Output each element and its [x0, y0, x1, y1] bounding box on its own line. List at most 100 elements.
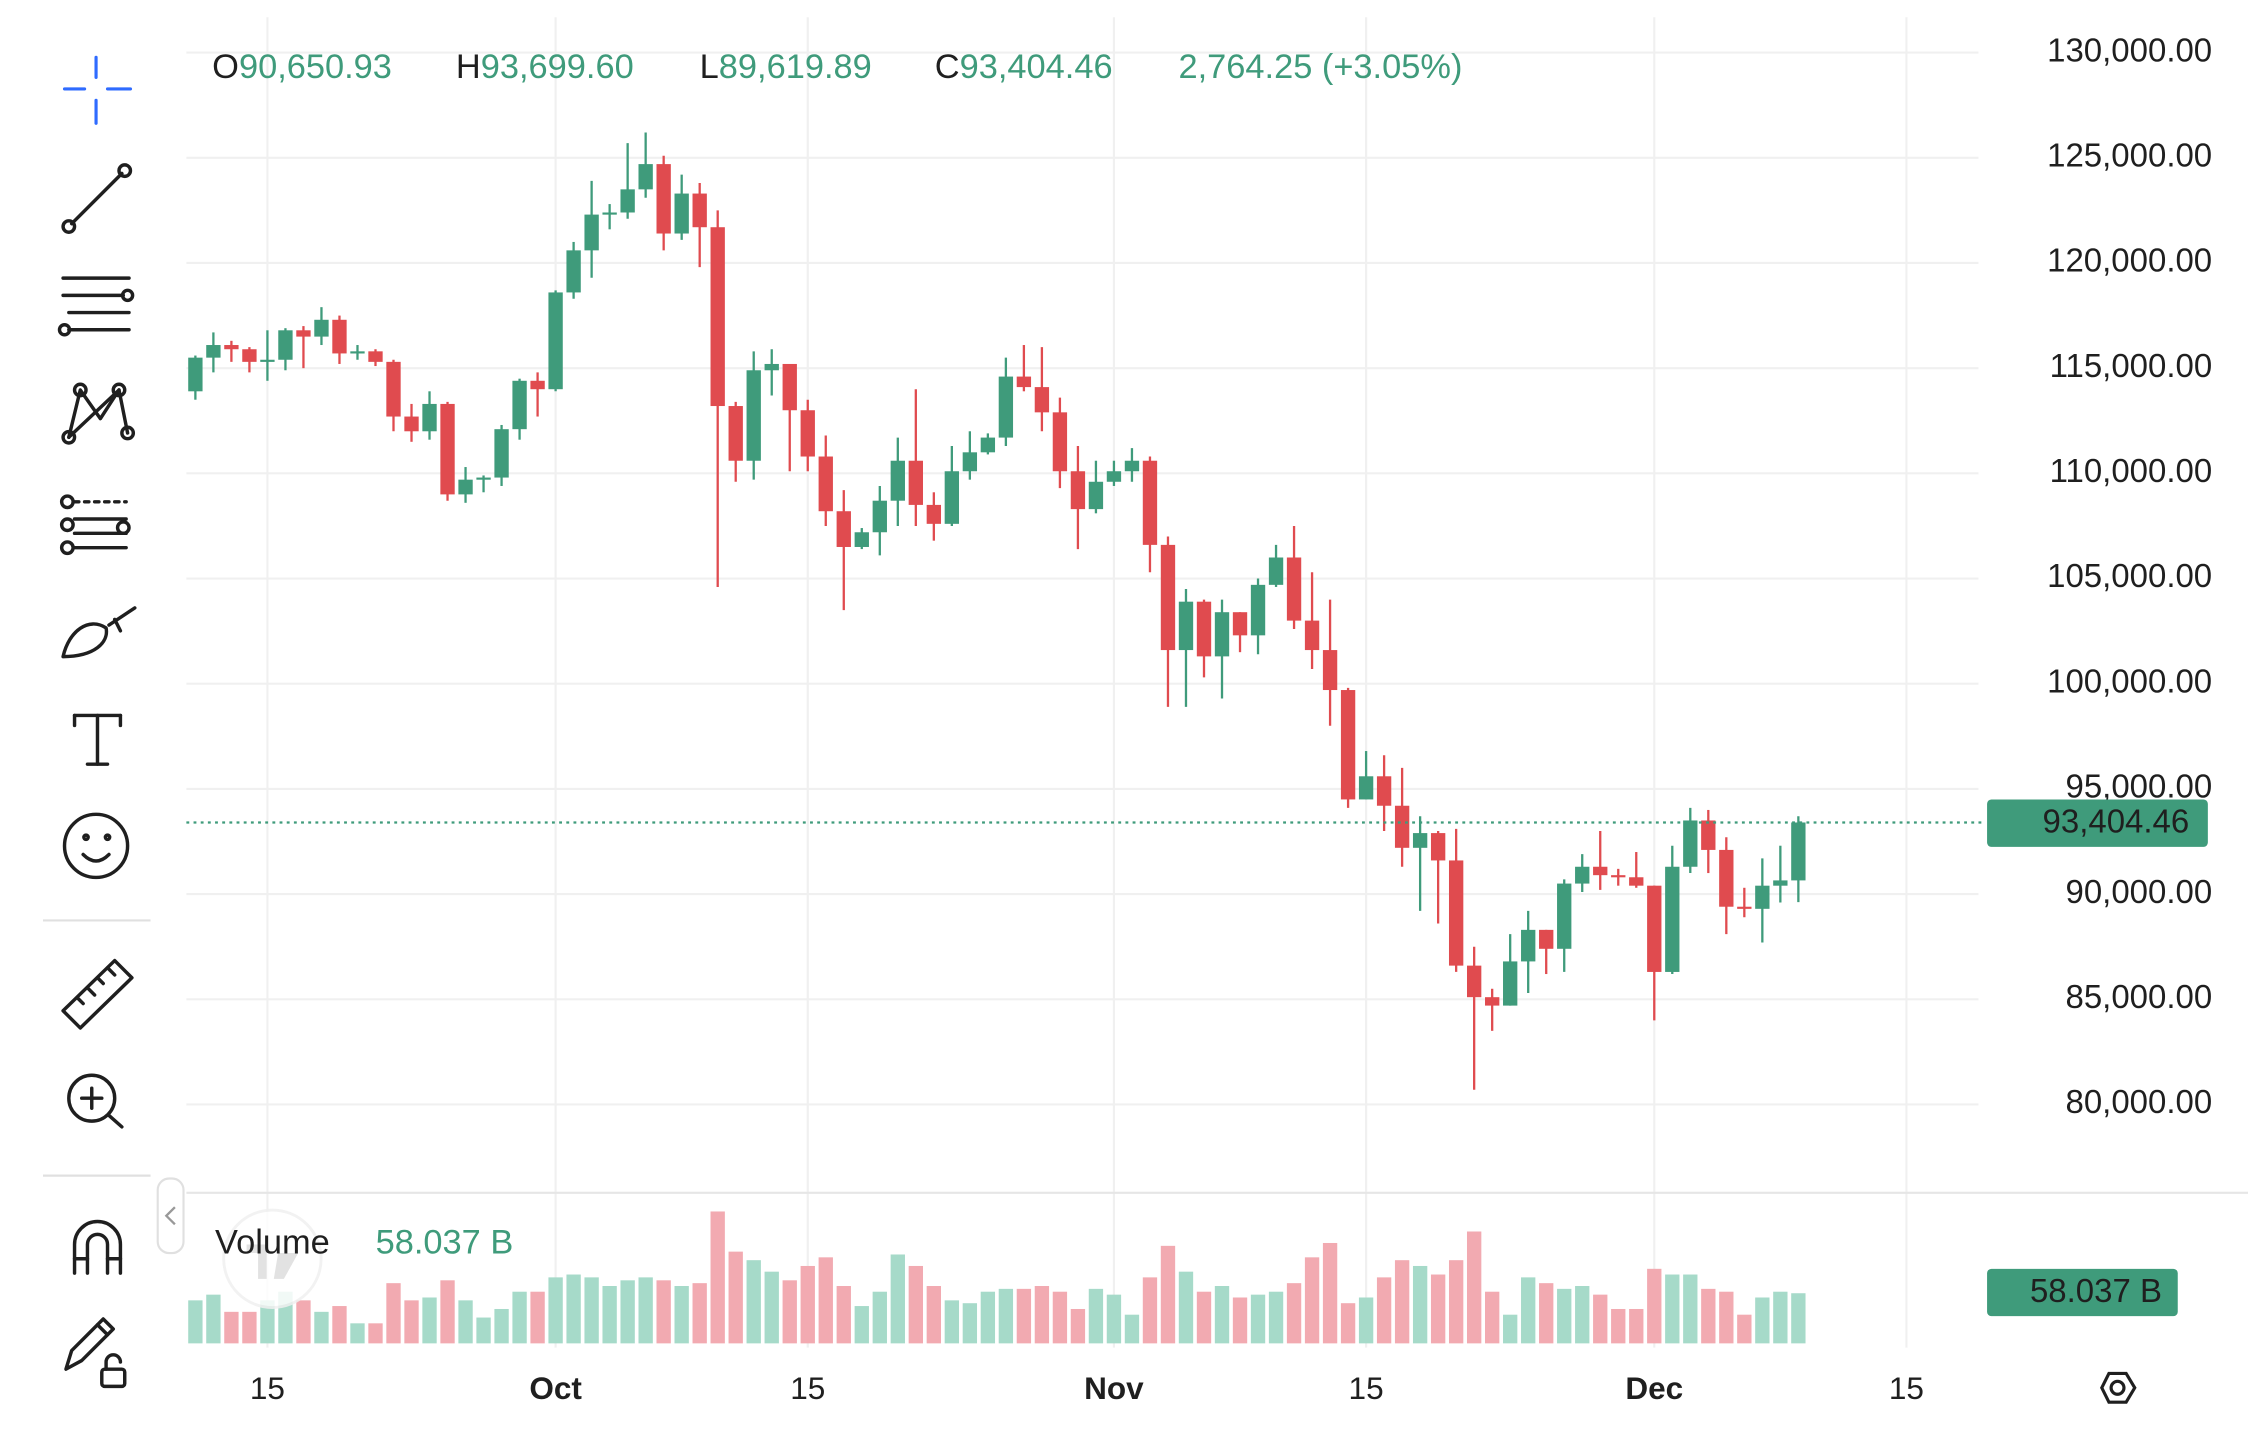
candle-body: [1593, 866, 1608, 876]
candle-body: [260, 359, 275, 362]
candle-body: [980, 437, 996, 453]
readout-item: C93,404.46: [935, 48, 1113, 86]
x-tick-label: 15: [1889, 1370, 1924, 1406]
y-tick-label: 90,000.00: [2065, 873, 2212, 910]
volume-bar: [1106, 1294, 1122, 1344]
volume-bar: [404, 1300, 419, 1344]
candle-body: [1304, 620, 1320, 651]
candle-body: [1629, 877, 1644, 886]
candle-body: [800, 410, 815, 457]
collapse-toolbar[interactable]: [156, 1177, 185, 1255]
ruler-tool[interactable]: [61, 958, 134, 1030]
candle-body: [242, 349, 257, 362]
candle-body: [1611, 875, 1626, 878]
brush-tool[interactable]: [61, 606, 137, 659]
volume-bar: [224, 1311, 239, 1344]
volume-bar: [1611, 1308, 1626, 1344]
readout-value: 93,404.46: [960, 48, 1113, 86]
emoji-tool[interactable]: [62, 812, 130, 880]
candle-body: [674, 193, 689, 234]
candle-body: [314, 319, 329, 337]
readout-change: 2,764.25 (+3.05%): [1178, 48, 1462, 86]
volume-bar: [602, 1286, 617, 1344]
candle-body: [1016, 376, 1032, 388]
volume-bar: [1160, 1245, 1176, 1344]
volume-bar: [188, 1300, 203, 1344]
volume-bar: [1683, 1274, 1698, 1344]
lock-drawings-tool[interactable]: [64, 1317, 127, 1389]
x-tick-label: 15: [1349, 1370, 1384, 1406]
volume-bar: [854, 1306, 869, 1344]
fib-tool[interactable]: [59, 494, 131, 556]
candle-body: [1503, 961, 1518, 1006]
settings-button[interactable]: [2100, 1371, 2137, 1404]
candle-body: [1142, 460, 1158, 545]
volume-bar: [1376, 1277, 1392, 1344]
volume-bar: [1124, 1314, 1140, 1344]
candle-body: [1466, 965, 1482, 998]
volume-bar: [368, 1323, 383, 1344]
candle-body: [1647, 885, 1662, 972]
candle-body: [1575, 866, 1590, 884]
volume-bar: [1773, 1291, 1788, 1344]
candle-body: [872, 500, 887, 533]
volume-bar: [962, 1303, 978, 1344]
trend-line-tool[interactable]: [61, 163, 133, 234]
candle-body: [404, 416, 419, 432]
candle-body: [1485, 997, 1500, 1006]
candle-body: [188, 357, 203, 392]
candle-body: [422, 403, 437, 432]
marks: [186, 132, 1986, 1344]
volume-bar: [836, 1286, 851, 1344]
readout-item: O90,650.93: [212, 48, 392, 86]
volume-bar: [1232, 1297, 1248, 1344]
y-tick-label: 85,000.00: [2065, 978, 2212, 1015]
candle-body: [746, 370, 761, 461]
volume-bar: [1485, 1291, 1500, 1344]
candle-body: [512, 380, 527, 430]
candle-body: [620, 189, 635, 213]
volume-bar: [998, 1288, 1014, 1344]
candle-body: [476, 477, 491, 480]
candle-body: [890, 460, 905, 501]
volume-bar: [1701, 1288, 1716, 1344]
candle-body: [458, 479, 473, 495]
candle-body: [710, 227, 725, 407]
candle-body: [944, 471, 960, 524]
volume-bar: [1539, 1283, 1554, 1344]
volume-bar: [728, 1251, 743, 1344]
volume-bar: [1719, 1291, 1734, 1344]
last-price-badge: [1987, 799, 2208, 847]
candle-body: [1088, 481, 1104, 510]
candle-body: [962, 452, 978, 472]
candle-body: [1178, 601, 1194, 651]
volume-bar: [386, 1283, 401, 1344]
volume-bar: [1358, 1297, 1374, 1344]
volume-bar: [422, 1297, 437, 1344]
volume-bar: [800, 1265, 815, 1344]
text-tool[interactable]: [72, 713, 123, 766]
candle-body: [1034, 387, 1050, 413]
readout-key: H: [456, 48, 481, 86]
candle-body: [1394, 805, 1410, 848]
parallel-lines-tool[interactable]: [57, 276, 135, 337]
candle-body: [530, 380, 545, 390]
volume-bar: [926, 1286, 942, 1344]
candle-body: [1214, 612, 1230, 657]
candle-body: [1521, 929, 1536, 962]
candle-body: [1719, 849, 1734, 907]
y-tick-label: 110,000.00: [2050, 452, 2213, 489]
y-tick-label: 130,000.00: [2047, 31, 2212, 68]
zoom-tool[interactable]: [67, 1073, 124, 1129]
candle-body: [656, 164, 671, 234]
x-tick-label: Dec: [1625, 1370, 1683, 1406]
candle-body: [278, 330, 293, 360]
volume-bar: [1412, 1265, 1428, 1344]
candle-body: [998, 376, 1014, 438]
volume-bar: [314, 1311, 329, 1344]
candle-body: [386, 361, 401, 417]
pattern-tool[interactable]: [61, 382, 136, 445]
readout-key: O: [212, 48, 239, 86]
crosshair-tool[interactable]: [62, 55, 133, 125]
magnet-tool[interactable]: [72, 1219, 123, 1275]
